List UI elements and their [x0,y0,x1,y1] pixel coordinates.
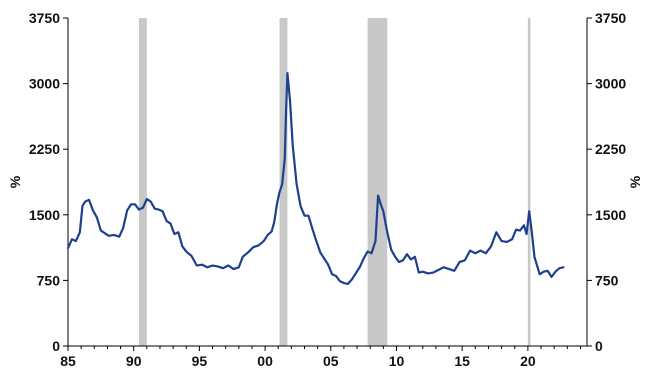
left-y-tick-label: 1500 [29,207,60,223]
right-y-tick-label: 1500 [595,207,626,223]
left-y-tick-label: 2250 [29,141,60,157]
x-tick-label: 90 [126,353,142,369]
x-tick-label: 20 [520,353,536,369]
x-tick-label: 15 [454,353,470,369]
left-y-tick-label: 3000 [29,76,60,92]
right-y-tick-label: 3000 [595,76,626,92]
shaded-periods-layer [138,18,531,346]
x-tick-label: 10 [389,353,405,369]
series-layer [66,71,565,285]
right-y-tick-label: 750 [595,272,619,288]
left-y-axis-unit: % [7,175,23,188]
x-tick-label: 85 [60,353,76,369]
series-line-1 [66,71,565,285]
left-y-tick-label: 750 [37,272,61,288]
x-tick-label: 95 [192,353,208,369]
shaded-period-3 [367,18,388,346]
left-y-tick-label: 0 [52,338,60,354]
right-y-axis-unit: % [627,175,643,188]
shaded-period-1 [138,18,147,346]
right-y-tick-label: 0 [595,338,603,354]
right-y-tick-label: 3750 [595,10,626,26]
shaded-period-4 [527,18,531,346]
right-y-tick-label: 2250 [595,141,626,157]
axes-layer [63,17,592,351]
left-y-tick-label: 3750 [29,10,60,26]
x-tick-label: 00 [257,353,273,369]
x-tick-label: 05 [323,353,339,369]
